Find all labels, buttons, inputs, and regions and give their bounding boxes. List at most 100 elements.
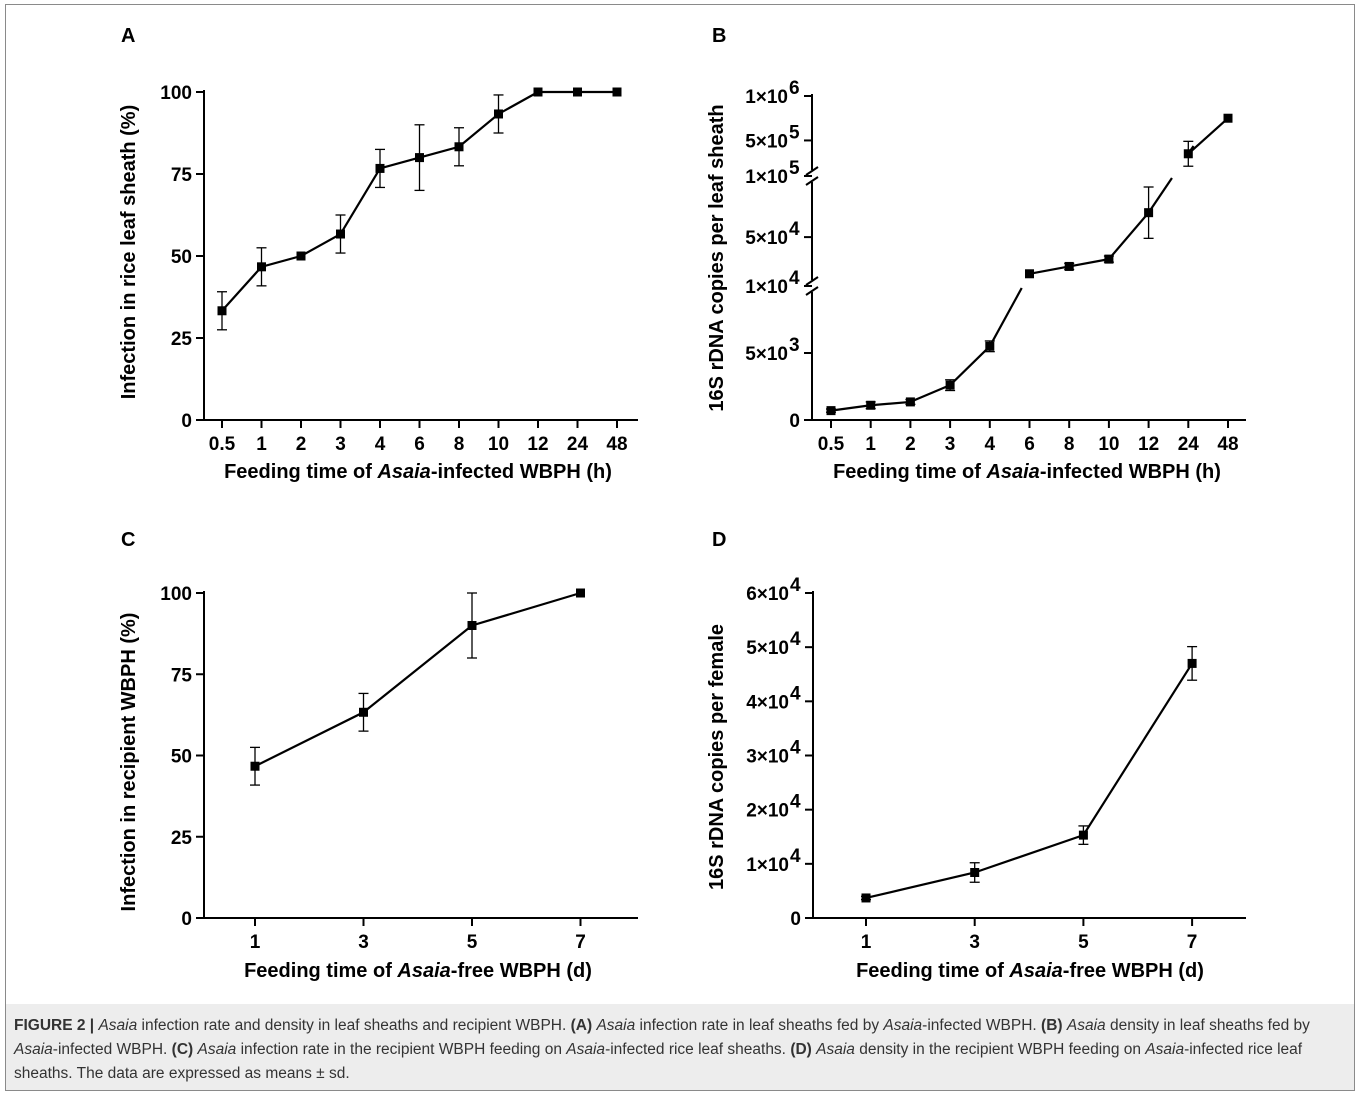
y-tick-label: 1×10 — [746, 855, 789, 876]
caption-segment: infection rate and density in leaf sheat… — [137, 1017, 571, 1034]
caption-segment: (D) — [790, 1041, 812, 1058]
data-point — [985, 341, 995, 351]
x-tick-label: 48 — [606, 434, 627, 455]
x-tick-label: 24 — [1178, 434, 1200, 455]
caption-segment: Asaia — [1066, 1017, 1106, 1034]
y-tick-label: 0 — [181, 909, 192, 930]
x-tick-label: 1 — [250, 932, 261, 953]
y-tick-label: 75 — [171, 165, 193, 186]
data-point — [576, 588, 585, 598]
x-tick-label: 1 — [256, 434, 267, 455]
x-axis-title: Feeding time of Asaia-infected WBPH (h) — [833, 461, 1221, 483]
data-point — [494, 109, 503, 119]
axis-break-mark — [805, 286, 819, 296]
y-tick-label: 100 — [160, 584, 192, 605]
x-tick-label: 3 — [969, 932, 980, 953]
x-tick-label: 2 — [296, 434, 307, 455]
panel-label-a: A — [121, 25, 135, 47]
y-tick-label: 0 — [789, 411, 800, 432]
y-tick-label: 75 — [171, 665, 193, 686]
caption-segment: Asaia — [566, 1041, 606, 1058]
y-tick-label: 5×10 — [746, 638, 789, 659]
data-point — [866, 400, 876, 410]
x-tick-label: 2 — [905, 434, 916, 455]
y-tick-label-exponent: 6 — [789, 78, 800, 99]
x-tick-label: 6 — [1024, 434, 1035, 455]
x-axis-title-part-1: Asaia — [396, 960, 450, 982]
x-tick-label: 3 — [358, 932, 369, 953]
y-tick-label-exponent: 3 — [789, 335, 800, 356]
series-line — [949, 345, 991, 386]
caption-segment: density in leaf sheaths fed by — [1105, 1017, 1310, 1034]
y-tick-label: 25 — [171, 828, 193, 849]
data-point — [296, 251, 306, 261]
y-axis-title: 16S rDNA copies per female — [706, 624, 728, 890]
series-line — [909, 384, 951, 403]
data-point — [467, 621, 477, 630]
series-line — [830, 404, 871, 412]
caption-segment: density in the recipient WBPH feeding on — [854, 1041, 1146, 1058]
caption-segment: Asaia — [816, 1041, 855, 1058]
y-tick-label-exponent: 4 — [789, 268, 800, 289]
caption-segment: infection rate in leaf sheaths fed by — [635, 1017, 884, 1034]
y-tick-label: 5×10 — [745, 228, 788, 249]
caption-segment: (C) — [171, 1041, 194, 1058]
series-line — [1187, 117, 1229, 155]
y-tick-label: 3×10 — [746, 747, 789, 768]
series-line — [254, 591, 581, 768]
caption-segment: -infected rice leaf sheaths. The data ar… — [14, 1041, 1303, 1082]
caption-segment: Asaia — [197, 1041, 237, 1058]
data-point — [826, 406, 836, 416]
x-axis-title-part-1: Asaia — [376, 461, 430, 483]
y-tick-label-exponent: 4 — [789, 219, 800, 240]
x-axis-title-part-2: -free WBPH (d) — [451, 960, 592, 982]
x-axis-title-part-1: Asaia — [985, 461, 1039, 483]
x-axis-title: Feeding time of Asaia-infected WBPH (h) — [224, 461, 612, 483]
y-tick-label: 50 — [171, 247, 192, 268]
caption-segment: Asaia — [883, 1017, 923, 1034]
x-axis-title-part-2: -infected WBPH (h) — [1040, 461, 1221, 483]
x-tick-label: 3 — [945, 434, 956, 455]
data-point — [257, 262, 266, 272]
x-tick-label: 5 — [1078, 932, 1089, 953]
y-tick-label: 1×10 — [745, 167, 788, 188]
series-line — [865, 662, 1194, 900]
x-tick-label: 24 — [567, 434, 589, 455]
x-axis-title-part-0: Feeding time of — [224, 461, 377, 483]
y-tick-label-exponent: 5 — [789, 158, 800, 179]
caption-segment: -infected WBPH. — [52, 1041, 172, 1058]
y-tick-label: 1×10 — [745, 277, 788, 298]
y-tick-label: 0 — [790, 909, 801, 930]
x-axis-title-part-2: -infected WBPH (h) — [431, 461, 612, 483]
x-tick-label: 4 — [985, 434, 996, 455]
figure-caption: FIGURE 2 | Asaia infection rate and dens… — [14, 1014, 1348, 1086]
panel-label-b: B — [712, 25, 726, 47]
x-tick-label: 3 — [335, 434, 346, 455]
x-tick-label: 12 — [527, 434, 548, 455]
data-point — [217, 306, 227, 316]
axis-break-mark — [805, 166, 819, 176]
series-line — [1108, 211, 1150, 260]
data-point — [454, 142, 464, 152]
x-tick-label: 10 — [1098, 434, 1119, 455]
y-tick-label: 6×10 — [746, 584, 789, 605]
y-tick-label-exponent: 4 — [790, 629, 801, 650]
y-tick-label-exponent: 4 — [790, 792, 801, 813]
x-axis-title-part-2: -free WBPH (d) — [1063, 960, 1204, 982]
chart-panel-d: D 1 3 5 7 — [712, 529, 1246, 953]
data-point — [1183, 149, 1193, 159]
data-point — [1223, 113, 1233, 123]
x-axis-title: Feeding time of Asaia-free WBPH (d) — [244, 960, 592, 982]
caption-segment: -infected rice leaf sheaths. — [605, 1041, 791, 1058]
data-point — [1104, 254, 1114, 264]
data-point — [612, 87, 622, 97]
data-point — [1078, 830, 1088, 840]
figure-frame — [5, 4, 1355, 1091]
x-tick-label: 0.5 — [209, 434, 236, 455]
y-axis-title: 16S rDNA copies per leaf sheath — [706, 104, 728, 411]
x-tick-label: 1 — [865, 434, 876, 455]
y-tick-label: 50 — [171, 747, 192, 768]
y-tick-label: 5×10 — [745, 131, 788, 152]
x-tick-label: 48 — [1217, 434, 1238, 455]
